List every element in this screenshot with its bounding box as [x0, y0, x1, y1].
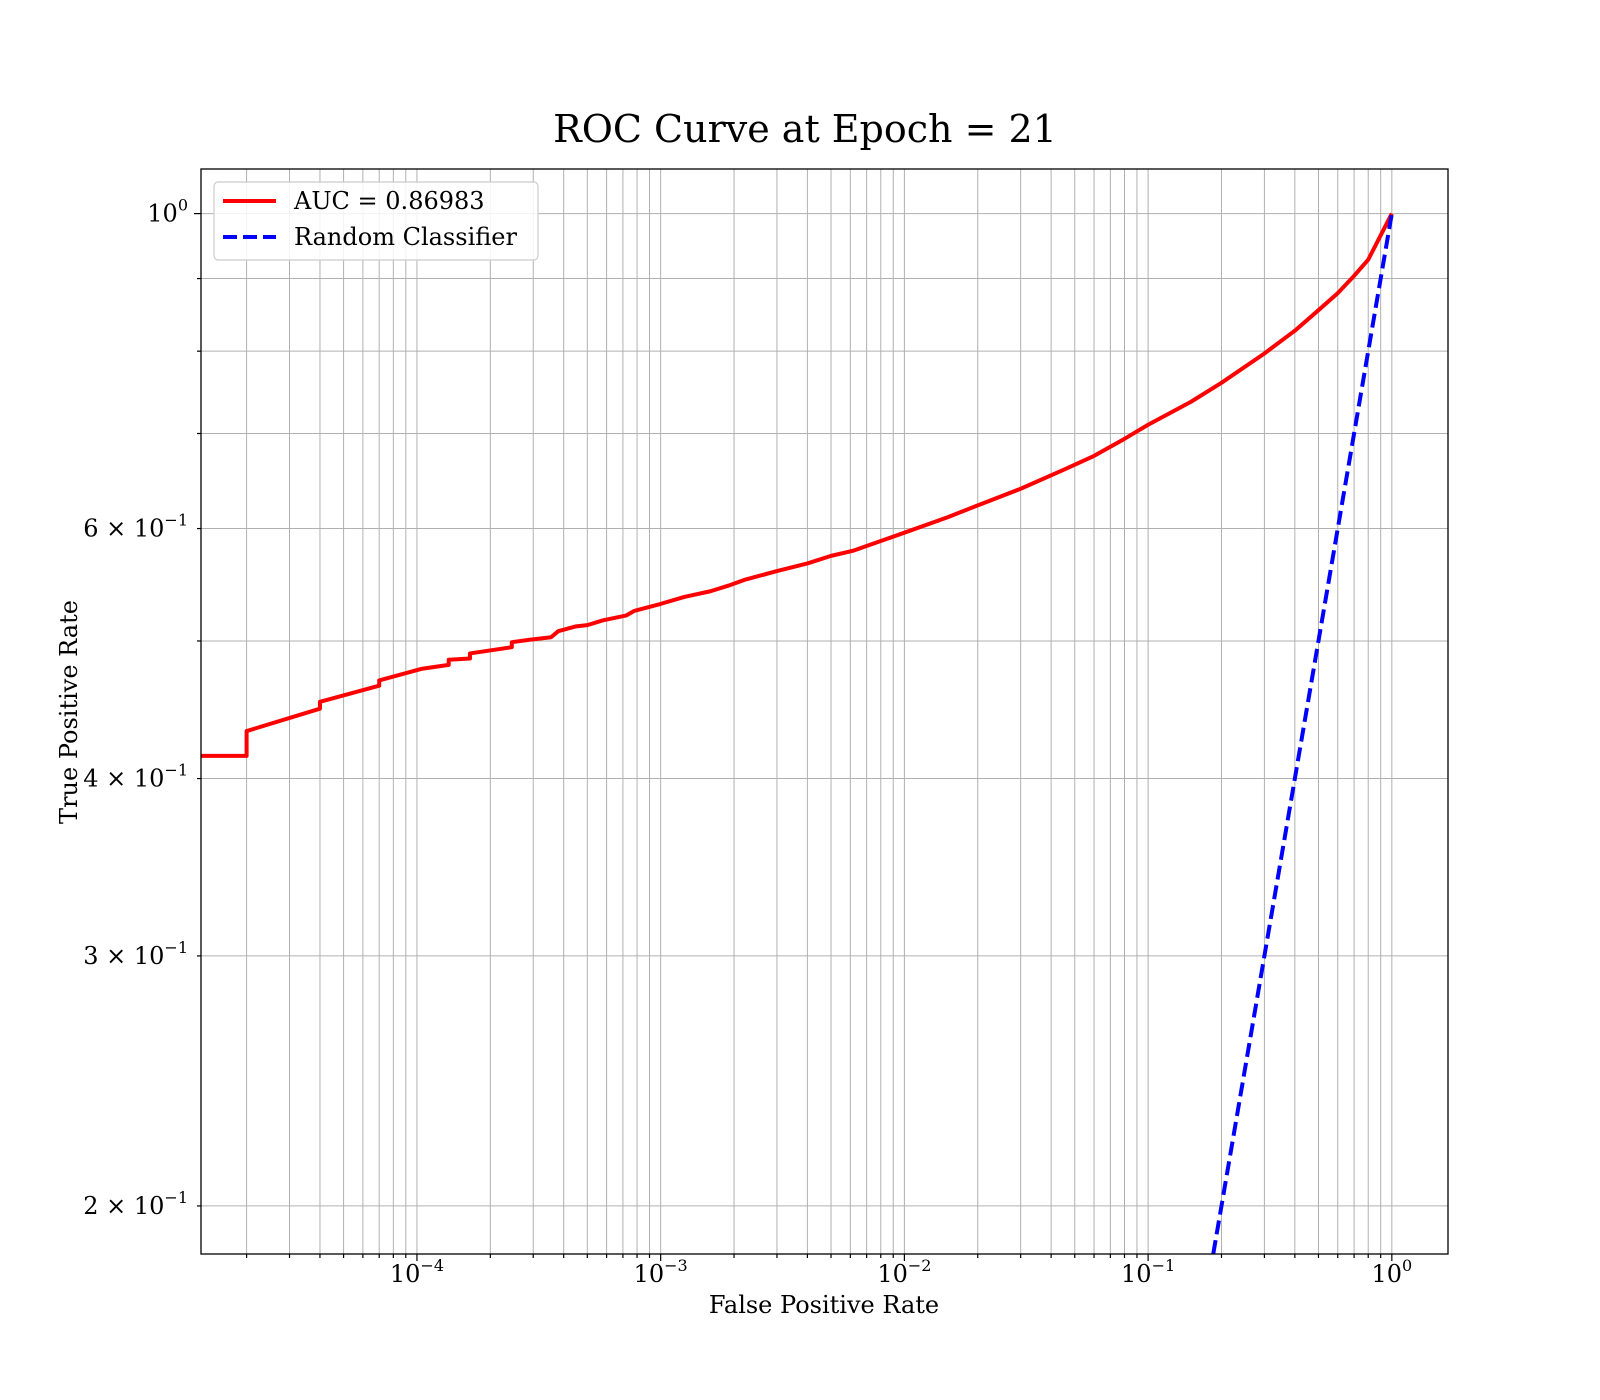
- chart-title: ROC Curve at Epoch = 21: [553, 107, 1057, 151]
- legend: AUC = 0.86983 Random Classifier: [213, 181, 539, 261]
- y-tick-label: 2 × 10−1: [83, 1188, 188, 1220]
- x-tick-label: 10−2: [877, 1256, 931, 1288]
- legend-label-random-classifier: Random Classifier: [294, 223, 517, 251]
- y-axis-label: True Positive Rate: [55, 600, 83, 824]
- y-tick-label: 100: [147, 196, 188, 228]
- y-tick-label: 4 × 10−1: [83, 761, 188, 793]
- x-tick-label: 10−1: [1121, 1256, 1175, 1288]
- y-tick-label: 6 × 10−1: [83, 511, 188, 543]
- series-line-random-classifier: [1211, 213, 1394, 1254]
- legend-box: [213, 181, 539, 261]
- x-axis-ticks: 10−4 10−3 10−2 10−1 100: [245, 1254, 1412, 1288]
- x-tick-label: 10−3: [634, 1256, 688, 1288]
- x-gridlines: [246, 169, 1393, 1254]
- y-axis-ticks: 2 × 10−1 3 × 10−1 4 × 10−1 6 × 10−1 100: [83, 196, 201, 1220]
- x-tick-label: 100: [1371, 1256, 1412, 1288]
- x-tick-label: 10−4: [390, 1256, 444, 1288]
- plot-series-area: [201, 212, 1394, 1254]
- x-axis-label: False Positive Rate: [709, 1291, 939, 1319]
- legend-label-auc: AUC = 0.86983: [293, 187, 485, 215]
- series-line-auc: [201, 212, 1394, 758]
- y-tick-label: 3 × 10−1: [83, 938, 188, 970]
- plot-frame: [200, 168, 1449, 1255]
